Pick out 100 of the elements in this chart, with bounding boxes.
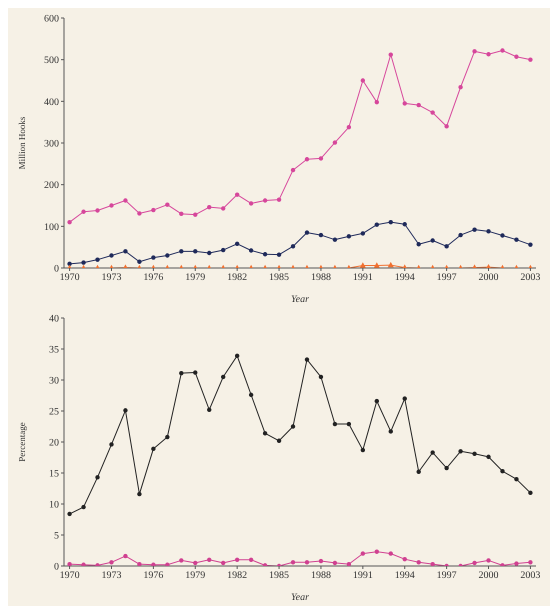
point — [137, 211, 142, 216]
point — [290, 168, 296, 172]
point — [374, 100, 380, 104]
point — [193, 560, 198, 566]
x-tick-label: 2003 — [520, 570, 540, 582]
point — [528, 560, 533, 564]
point — [318, 374, 324, 380]
point — [388, 551, 393, 556]
point — [458, 232, 463, 238]
point — [67, 512, 72, 516]
point — [151, 208, 156, 212]
x-tick-label: 1988 — [310, 272, 331, 284]
y-tick-label: 200 — [44, 180, 59, 192]
point — [290, 560, 296, 564]
point — [416, 560, 421, 564]
x-tick-label: 1991 — [352, 272, 373, 284]
point — [179, 249, 184, 254]
point — [109, 560, 114, 564]
point — [486, 454, 491, 460]
x-tick-label: 2000 — [478, 570, 499, 582]
point — [416, 102, 421, 108]
point — [290, 424, 296, 429]
point — [332, 422, 338, 426]
point — [430, 562, 435, 566]
point — [234, 192, 240, 197]
point — [332, 237, 338, 242]
point — [486, 229, 491, 234]
x-tick-label: 1979 — [185, 570, 206, 582]
point — [193, 212, 198, 217]
y-tick-label: 35 — [49, 344, 59, 356]
point — [388, 220, 393, 224]
point — [220, 560, 226, 566]
point — [248, 558, 254, 562]
y-tick-label: 5 — [54, 530, 59, 542]
x-tick-label: 1994 — [394, 570, 415, 582]
point — [402, 556, 407, 562]
point — [234, 354, 240, 358]
point — [500, 468, 505, 474]
point — [304, 357, 310, 362]
point — [123, 249, 128, 254]
y-tick-label: 25 — [49, 406, 59, 418]
point — [472, 452, 477, 456]
point — [374, 398, 380, 404]
point — [109, 253, 114, 258]
point — [165, 253, 170, 258]
point — [402, 101, 407, 106]
point — [234, 558, 240, 562]
point — [346, 562, 352, 566]
point — [137, 260, 142, 264]
point — [193, 370, 198, 375]
point — [207, 204, 212, 210]
point — [388, 262, 394, 268]
point — [318, 232, 324, 238]
point — [151, 446, 156, 452]
point — [220, 248, 226, 252]
y-tick-label: 20 — [49, 438, 59, 449]
point — [234, 242, 240, 246]
point — [123, 198, 128, 203]
point — [486, 558, 491, 563]
x-tick-label: 1970 — [60, 570, 80, 582]
y-tick-label: 40 — [49, 314, 59, 325]
point — [179, 212, 184, 216]
x-axis-title: Year — [291, 294, 310, 305]
x-tick-label: 1979 — [185, 272, 206, 284]
x-tick-label: 1988 — [310, 570, 331, 582]
point — [360, 448, 366, 452]
point — [67, 262, 72, 266]
y-tick-label: 400 — [44, 96, 59, 108]
point — [388, 429, 393, 434]
point — [458, 449, 463, 454]
point — [402, 396, 407, 401]
point — [165, 434, 170, 440]
point — [67, 562, 72, 566]
point — [109, 442, 114, 447]
point — [262, 252, 268, 256]
point — [193, 249, 198, 254]
point — [304, 230, 310, 235]
y-tick-label: 600 — [44, 14, 59, 25]
point — [151, 255, 156, 260]
y-axis-title: Percentage — [17, 422, 28, 462]
point — [514, 561, 519, 566]
point — [360, 78, 366, 83]
point — [81, 562, 86, 566]
x-tick-label: 1976 — [143, 272, 164, 284]
y-tick-label: 0 — [54, 264, 59, 275]
x-tick-label: 2003 — [520, 272, 540, 284]
point — [528, 490, 533, 496]
point — [514, 237, 519, 242]
point — [304, 157, 310, 162]
point — [388, 52, 393, 57]
y-tick-label: 30 — [49, 376, 59, 387]
x-tick-label: 1985 — [269, 272, 290, 284]
point — [165, 562, 170, 566]
point — [290, 244, 296, 249]
x-tick-label: 1994 — [394, 272, 415, 284]
point — [151, 562, 156, 566]
point — [514, 54, 519, 59]
point — [81, 260, 86, 265]
point — [346, 234, 352, 239]
point — [207, 558, 212, 562]
